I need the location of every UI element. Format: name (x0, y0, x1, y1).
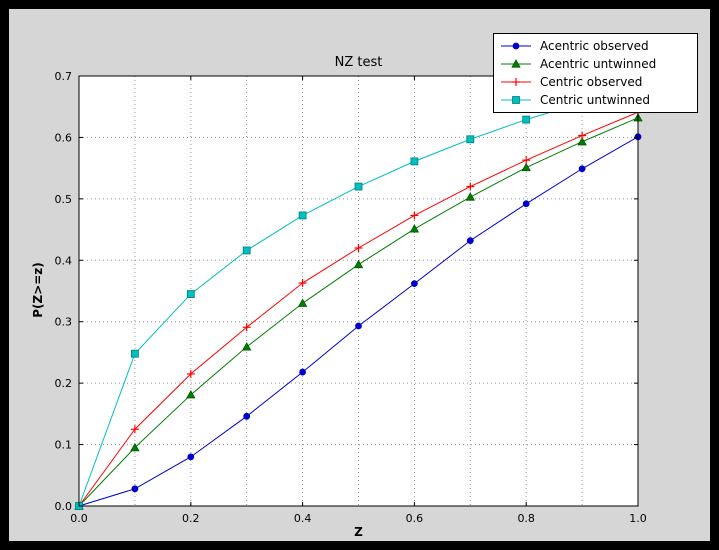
y-tick-label: 0.6 (55, 131, 73, 144)
matplotlib-figure: 0.0 0.2 0.4 0.6 0.8 1.0 0.0 0.1 0.2 0.3 0.4 0.5 0.6 0… (9, 9, 710, 541)
x-tick-label: 0.6 (406, 512, 424, 525)
x-tick-label: 0.8 (517, 512, 535, 525)
y-tick-label: 0.5 (55, 193, 73, 206)
x-tick-label: 0.2 (182, 512, 200, 525)
x-tick-label: 1.0 (629, 512, 647, 525)
legend-item: Centric observed (499, 73, 692, 91)
y-tick-label: 0.0 (55, 500, 73, 513)
legend: Acentric observed Acentric untwinned Centr… (493, 33, 698, 113)
legend-item: Centric untwinned (499, 91, 692, 109)
legend-label: Centric untwinned (540, 93, 651, 107)
y-tick-label: 0.3 (55, 316, 73, 329)
plot-area (79, 76, 638, 506)
y-tick-label: 0.1 (55, 439, 73, 452)
x-tick-label: 0.0 (70, 512, 88, 525)
x-tick-labels: 0.0 0.2 0.4 0.6 0.8 1.0 (70, 512, 647, 525)
x-axis-label: Z (354, 525, 363, 539)
legend-label: Acentric observed (540, 39, 649, 53)
x-tick-label: 0.4 (294, 512, 312, 525)
y-tick-labels: 0.0 0.1 0.2 0.3 0.4 0.5 0.6 0.7 (55, 70, 73, 513)
legend-item: Acentric untwinned (499, 55, 692, 73)
legend-label: Acentric untwinned (540, 57, 657, 71)
y-tick-label: 0.2 (55, 377, 73, 390)
legend-sample (501, 96, 531, 104)
legend-sample (501, 78, 531, 86)
legend-sample (501, 59, 531, 68)
legend-sample (501, 42, 531, 50)
chart-canvas: 0.0 0.2 0.4 0.6 0.8 1.00.00.10.20.30.40.50.60… (55, 70, 647, 525)
legend-label: Centric observed (540, 75, 643, 89)
chart-title: NZ test (334, 55, 383, 70)
y-tick-label: 0.4 (55, 254, 73, 267)
legend-item: Acentric observed (499, 37, 692, 55)
y-axis-label: P(Z>=z) (31, 262, 45, 318)
y-tick-label: 0.7 (55, 70, 73, 83)
